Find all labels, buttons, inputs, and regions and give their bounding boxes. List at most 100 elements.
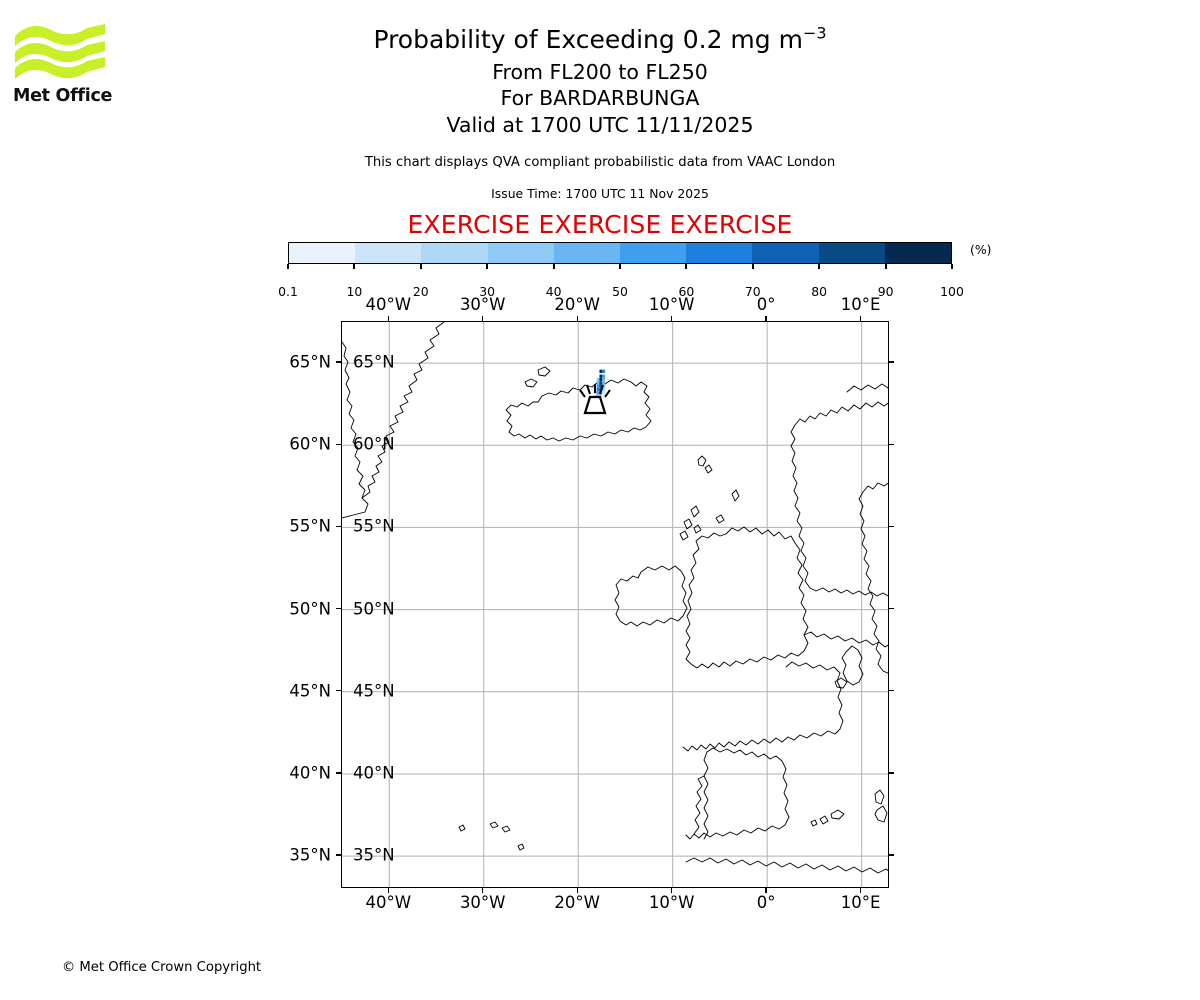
colorbar-band-7 — [752, 243, 819, 263]
plume-cell — [596, 391, 600, 395]
plume-cell — [594, 391, 598, 395]
page-title: Probability of Exceeding 0.2 mg m−3 — [0, 23, 1200, 54]
subtitle-volcano-name: For BARDARBUNGA — [500, 86, 700, 111]
colorbar-band-4 — [553, 243, 621, 263]
plume-cell — [596, 377, 600, 382]
colorbar-tick-label-0.1: 0.1 — [278, 284, 298, 299]
colorbar-tick-label-60: 60 — [678, 284, 695, 299]
colorbar-band-3 — [487, 243, 554, 263]
exercise-banner: EXERCISE EXERCISE EXERCISE — [407, 209, 793, 239]
lon-label-bottom-20°W: 20°W — [554, 893, 600, 912]
lat-label-left-35°N: 35°N — [289, 845, 331, 865]
colorbar-band-8 — [818, 243, 885, 263]
colorbar-ticks — [287, 264, 953, 284]
colorbar-tick-label-30: 30 — [479, 284, 496, 299]
subtitle-valid-time: Valid at 1700 UTC 11/11/2025 — [446, 112, 754, 137]
colorbar-tick-70 — [751, 264, 754, 269]
lon-label-bottom-10°E: 10°E — [840, 893, 881, 912]
colorbar-tick-40 — [552, 264, 555, 269]
lat-label-right-45°N: 45°N — [353, 681, 395, 701]
lat-tick-right-45°N — [889, 690, 894, 692]
lon-label-bottom-40°W: 40°W — [365, 893, 412, 912]
title-exponent: −3 — [802, 23, 827, 43]
colorbar-tick-100 — [951, 264, 953, 269]
colorbar-tick-label-40: 40 — [545, 284, 562, 299]
lon-tick-bottom-0° — [765, 888, 767, 893]
plume-cell — [599, 374, 603, 378]
plume-cell — [599, 381, 603, 385]
lon-label-bottom-10°W: 10°W — [648, 893, 695, 912]
colorbar-tick-0.1 — [287, 264, 289, 269]
colorbar-tick-80 — [818, 264, 821, 269]
map-canvas — [342, 322, 888, 887]
lat-tick-right-35°N — [889, 854, 894, 856]
colorbar-tick-10 — [353, 264, 356, 269]
plume-cell — [602, 381, 606, 385]
lat-tick-left-45°N — [336, 690, 341, 692]
lon-tick-top-30°W — [482, 316, 484, 321]
colorbar-band-0 — [289, 243, 356, 263]
colorbar-tick-label-80: 80 — [811, 284, 828, 299]
lat-tick-left-65°N — [336, 361, 341, 363]
lon-label-bottom-30°W: 30°W — [459, 893, 506, 912]
lon-tick-bottom-10°W — [670, 888, 673, 893]
lat-label-right-55°N: 55°N — [353, 516, 395, 536]
plume-cell — [602, 377, 606, 382]
colorbar-tick-30 — [486, 264, 489, 269]
map-frame[interactable] — [341, 321, 889, 888]
title-text: Probability of Exceeding 0.2 mg m — [373, 25, 803, 54]
colorbar-tick-90 — [884, 264, 887, 269]
plume-cell — [599, 394, 603, 398]
colorbar-tick-label-90: 90 — [877, 284, 894, 299]
lon-tick-top-0° — [765, 316, 767, 321]
lon-label-bottom-0°: 0° — [756, 893, 776, 912]
lat-tick-right-55°N — [889, 525, 894, 528]
lat-tick-right-40°N — [889, 772, 894, 774]
plume-cell — [596, 384, 600, 388]
colorbar-band-2 — [421, 243, 488, 263]
map-gridlines — [342, 322, 888, 887]
lon-label-top-40°W: 40°W — [365, 295, 412, 314]
lat-tick-left-55°N — [336, 525, 341, 528]
plume-cell — [602, 384, 606, 388]
lat-label-left-40°N: 40°N — [289, 763, 331, 783]
colorbar-tick-60 — [685, 264, 688, 269]
coastlines — [342, 322, 888, 874]
copyright-footer: © Met Office Crown Copyright — [62, 960, 262, 975]
lat-tick-left-60°N — [336, 443, 341, 445]
lat-label-right-35°N: 35°N — [353, 845, 395, 865]
colorbar-tick-label-10: 10 — [346, 284, 363, 299]
colorbar-tick-labels: 0.1 10 20 30 40 50 60 70 80 90 100 — [278, 284, 964, 304]
lon-label-top-30°W: 30°W — [459, 295, 506, 314]
lat-label-right-65°N: 65°N — [353, 352, 395, 372]
lat-label-left-45°N: 45°N — [289, 681, 331, 701]
plume-cell — [596, 381, 600, 385]
colorbar-tick-20 — [419, 264, 422, 269]
volcano-erupting-icon — [579, 384, 611, 415]
lon-tick-bottom-20°W — [576, 888, 578, 893]
subtitle-flight-levels: From FL200 to FL250 — [492, 60, 708, 85]
lon-label-top-20°W: 20°W — [554, 295, 600, 314]
colorbar-tick-50 — [619, 264, 621, 269]
lat-label-left-55°N: 55°N — [289, 516, 331, 536]
met-office-wave-logo-icon — [15, 24, 105, 79]
issue-time: Issue Time: 1700 UTC 11 Nov 2025 — [491, 185, 709, 201]
lon-label-top-10°W: 10°W — [648, 295, 695, 314]
lon-tick-bottom-10°E — [859, 888, 862, 893]
plume-cell — [602, 369, 606, 373]
plume-cell — [602, 394, 606, 398]
chart-header: Probability of Exceeding 0.2 mg m−3 From… — [0, 0, 1200, 239]
lat-tick-right-50°N — [889, 607, 894, 610]
lat-tick-left-40°N — [336, 772, 341, 774]
lat-label-right-60°N: 60°N — [353, 434, 395, 454]
lon-tick-top-20°W — [576, 316, 578, 321]
lon-tick-bottom-30°W — [482, 888, 484, 893]
lon-label-top-10°E: 10°E — [840, 295, 881, 314]
lat-tick-right-60°N — [889, 443, 894, 445]
lat-tick-left-50°N — [336, 607, 341, 610]
colorbar-bands — [288, 242, 952, 264]
lat-label-left-60°N: 60°N — [289, 434, 331, 454]
probability-colorbar: 0.1 10 20 30 40 50 60 70 80 90 100 (%) — [278, 242, 991, 304]
lat-label-right-40°N: 40°N — [353, 763, 395, 783]
plume-cell — [602, 391, 606, 395]
